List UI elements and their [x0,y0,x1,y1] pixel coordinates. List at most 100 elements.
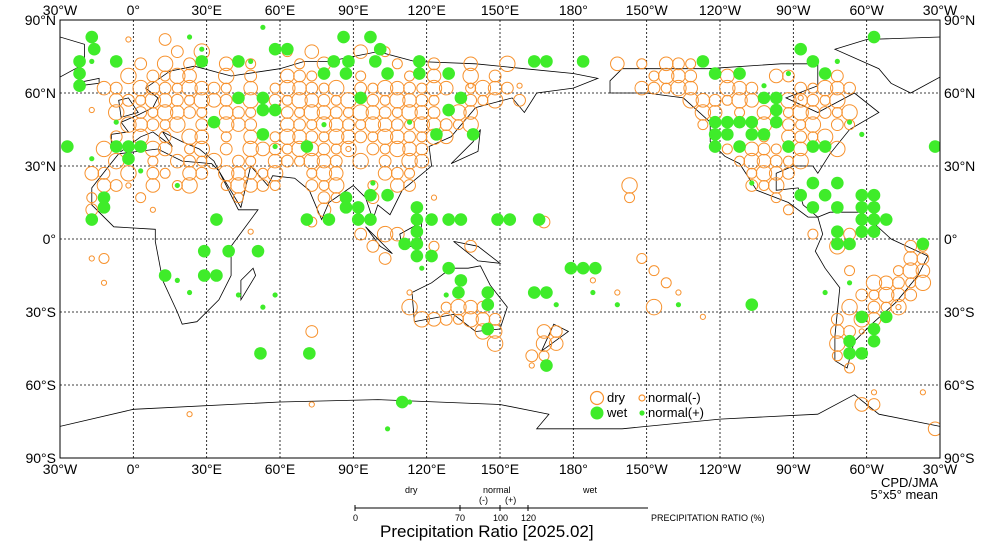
normal-minus-station-marker [186,411,193,418]
wet-station-marker [317,67,331,80]
lon-tick-label-top: 120°E [408,2,446,18]
dry-station-marker [294,106,306,118]
normal-minus-station-marker [895,304,902,311]
normal-minus-station-marker [430,194,438,201]
dry-station-marker [927,421,940,437]
dry-station-marker [610,56,625,72]
normal-plus-station-marker [235,292,242,298]
dry-station-marker [329,154,343,168]
dry-station-marker [244,118,258,132]
scale-tick-70: 70 [455,513,466,523]
wet-station-marker [195,55,209,68]
dry-station-marker [157,141,173,157]
lon-tick-label-top: 180° [559,2,588,18]
dry-station-marker [232,192,244,204]
dry-station-marker [183,57,196,71]
dry-station-marker [146,118,160,132]
normal-plus-station-marker [614,302,620,308]
dry-station-marker [281,94,293,106]
dry-station-marker [645,298,663,316]
dry-station-marker [159,167,171,179]
dry-station-marker [401,152,418,170]
dry-station-marker [390,226,405,242]
lat-tick-label-right: 30°S [944,304,975,320]
dry-station-marker [865,274,883,291]
station-markers [61,24,940,437]
dry-station-marker [219,93,233,107]
wet-station-marker [867,213,881,226]
wet-station-marker [268,103,282,117]
dry-station-marker [342,106,354,118]
dry-station-marker [293,118,306,132]
dry-station-marker [770,192,782,204]
dry-station-marker [721,143,733,155]
dry-station-marker [413,116,430,133]
dry-station-marker [355,70,367,82]
lon-tick-label-top: 150°W [626,2,669,18]
lat-tick-label-right: 60°S [944,377,975,393]
dry-station-marker [403,130,416,144]
dry-station-marker [427,57,441,71]
dry-station-marker [305,81,319,95]
wet-station-marker [398,237,411,251]
dry-station-marker [390,118,404,132]
normal-plus-station-marker [834,58,840,64]
normal-plus-station-marker [406,119,413,125]
wet-station-marker [708,67,722,80]
dry-station-marker [367,82,379,94]
wet-station-marker [831,237,844,251]
dry-station-marker [328,128,345,146]
dry-station-marker [146,166,160,180]
normal-plus-station-marker [248,58,254,64]
dry-station-marker [403,81,416,95]
wet-station-marker [339,191,353,204]
dry-station-marker [328,166,344,181]
dry-station-marker [830,69,844,83]
normal-minus-station-marker [797,94,804,101]
dry-station-marker [904,288,918,302]
wet-station-marker [251,244,265,258]
dry-station-marker [770,143,782,155]
wet-station-marker [855,188,869,202]
dry-station-marker [156,104,174,121]
wet-station-marker [867,188,881,202]
dry-station-marker [181,79,198,97]
dry-station-marker [755,165,773,182]
wet-station-marker [540,286,553,299]
dry-station-marker [291,92,308,109]
wet-station-marker [708,115,722,129]
lat-tick-label-left: 30°N [25,158,56,174]
wet-station-marker [85,30,99,44]
dry-station-marker [672,57,685,71]
scale-axis-label: PRECIPITATION RATIO (%) [651,513,765,523]
wet-station-marker [818,140,832,153]
dry-station-marker [184,94,196,106]
wet-station-marker [818,67,832,80]
wet-station-marker [855,347,869,360]
normal-plus-station-marker [186,34,193,40]
dry-station-marker [293,69,306,83]
dry-station-marker [855,288,869,302]
wet-station-marker [794,188,807,202]
dry-station-marker [892,265,904,277]
dry-station-marker [892,276,905,290]
wet-station-marker [466,128,480,141]
dry-station-marker [170,93,184,107]
dry-station-marker [621,177,638,194]
dry-station-marker [500,81,514,95]
lon-tick-label-top: 30°E [191,2,222,18]
dry-station-marker [378,252,392,265]
dry-station-marker [354,130,368,144]
dry-station-marker [158,130,172,144]
dry-station-marker [134,106,148,119]
wet-station-marker [831,201,844,214]
dry-station-marker [376,79,394,97]
dry-station-marker [474,79,492,97]
dry-station-marker [159,70,171,82]
wet-station-marker [733,115,746,129]
legend-dry-marker [589,390,605,406]
dry-station-marker [245,106,257,118]
dry-station-marker [158,33,172,46]
dry-station-marker [804,116,822,133]
lon-tick-label-top: 120°W [699,2,742,18]
